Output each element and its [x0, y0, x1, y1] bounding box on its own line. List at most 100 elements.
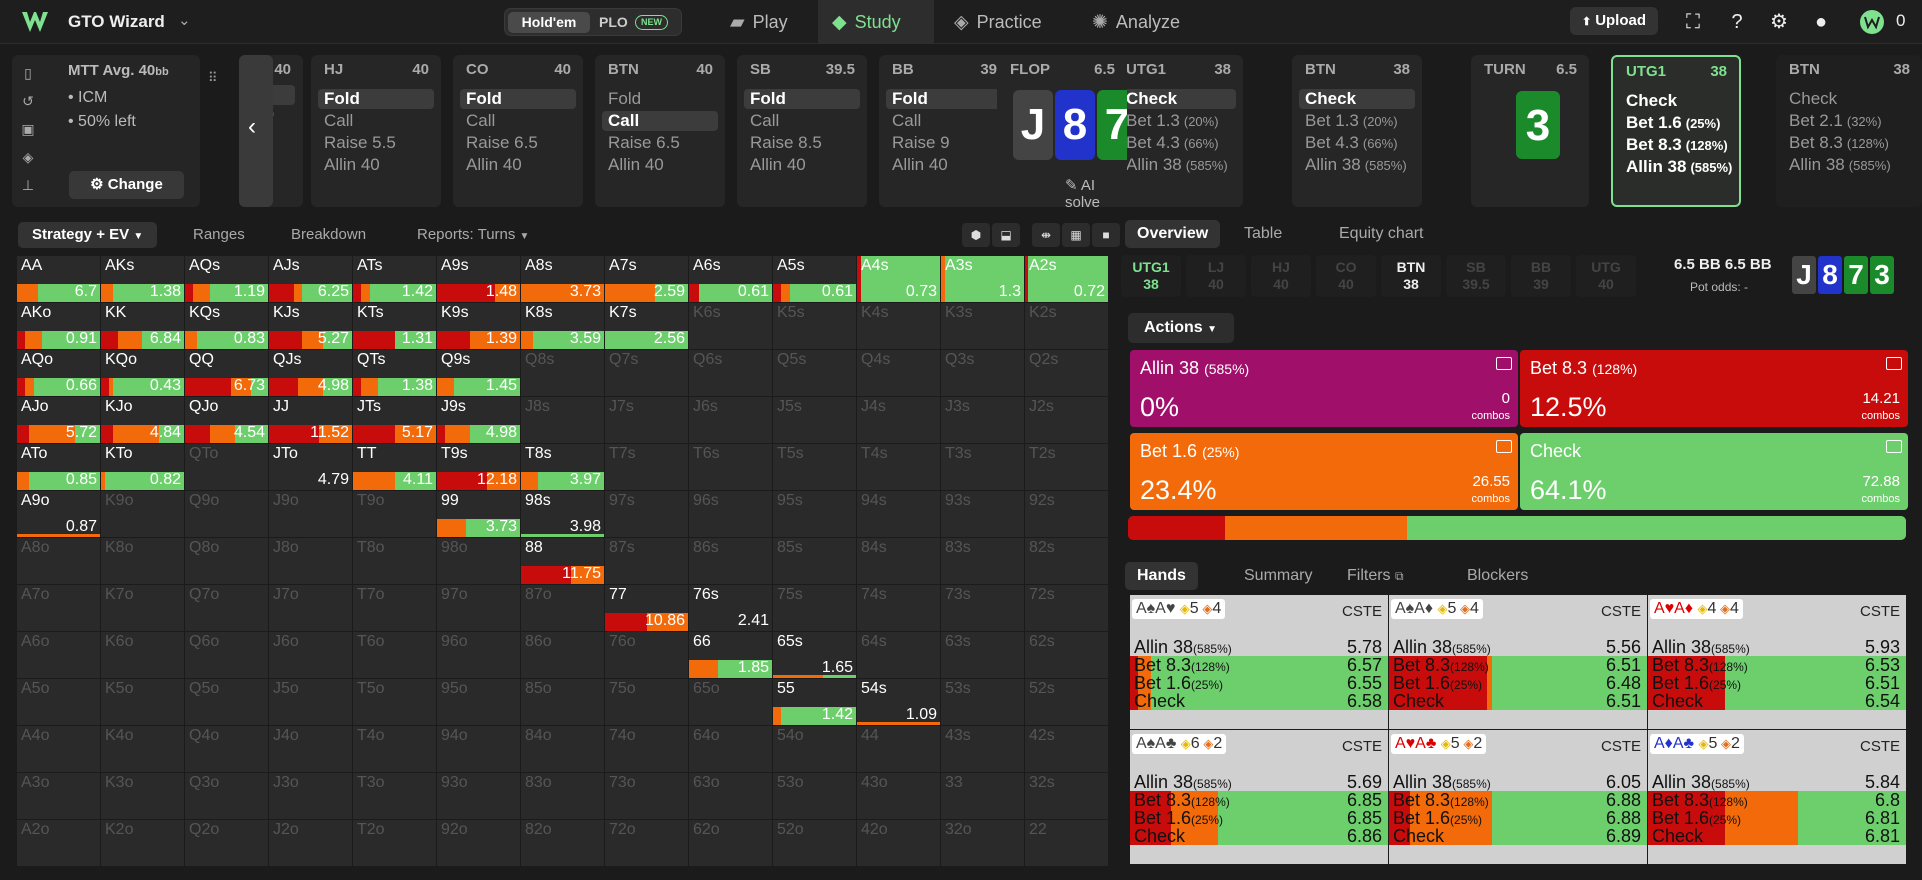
- tab-summary[interactable]: Summary: [1244, 567, 1313, 584]
- hand-cell-a6o[interactable]: A6o: [17, 632, 100, 678]
- hand-cell-73o[interactable]: 73o: [605, 773, 688, 819]
- hand-cell-t6s[interactable]: T6s: [689, 444, 772, 490]
- hand-combo-cell[interactable]: A♠A♥ ◈5 ◈4 CSTE Allin 38(585%) 5.78 Bet 8.3(…: [1130, 595, 1388, 729]
- hand-cell-65s[interactable]: 65s 1.65: [773, 632, 856, 678]
- action-line[interactable]: Fold: [460, 89, 576, 109]
- hand-cell-33[interactable]: 33: [941, 773, 1024, 819]
- hand-cell-85s[interactable]: 85s: [773, 538, 856, 584]
- hand-combo-cell[interactable]: A♠A♣ ◈6 ◈2 CSTE Allin 38(585%) 5.69 Bet 8.3(…: [1130, 730, 1388, 864]
- hand-cell-q9o[interactable]: Q9o: [185, 491, 268, 537]
- hand-cell-k9o[interactable]: K9o: [101, 491, 184, 537]
- hand-cell-a7s[interactable]: A7s 2.59: [605, 256, 688, 302]
- compact-view-icon[interactable]: ⇼: [1032, 223, 1060, 247]
- hand-cell-qto[interactable]: QTo: [185, 444, 268, 490]
- action-line[interactable]: Raise 5.5: [318, 133, 434, 153]
- hand-cell-kjs[interactable]: KJs 5.27: [269, 303, 352, 349]
- action-line[interactable]: Call: [318, 111, 434, 131]
- hand-cell-t7s[interactable]: T7s: [605, 444, 688, 490]
- hand-cell-q5o[interactable]: Q5o: [185, 679, 268, 725]
- hand-cell-52s[interactable]: 52s: [1025, 679, 1108, 725]
- copy-icon[interactable]: [1886, 440, 1902, 453]
- action-line[interactable]: Call: [886, 111, 1002, 131]
- scroll-back-button[interactable]: ‹: [239, 55, 273, 207]
- hand-cell-t5s[interactable]: T5s: [773, 444, 856, 490]
- hand-cell-k3o[interactable]: K3o: [101, 773, 184, 819]
- actions-dropdown[interactable]: Actions ▼: [1128, 313, 1234, 343]
- hand-cell-86o[interactable]: 86o: [521, 632, 604, 678]
- hand-cell-a8s[interactable]: A8s 3.73: [521, 256, 604, 302]
- action-line[interactable]: Check: [1120, 89, 1236, 109]
- action-line[interactable]: Bet 8.3 (128%): [1620, 135, 1736, 155]
- hand-cell-k2s[interactable]: K2s: [1025, 303, 1108, 349]
- action-line[interactable]: Allin 38 (585%): [1620, 157, 1736, 177]
- hand-cell-87o[interactable]: 87o: [521, 585, 604, 631]
- hand-cell-a4o[interactable]: A4o: [17, 726, 100, 772]
- position-chip-utg1[interactable]: UTG1 38: [1121, 255, 1181, 297]
- hand-cell-a4s[interactable]: A4s 0.73: [857, 256, 940, 302]
- nav-analyze[interactable]: ✺ Analyze: [1088, 0, 1214, 44]
- hand-cell-q4o[interactable]: Q4o: [185, 726, 268, 772]
- tab-strategy-ev[interactable]: Strategy + EV ▼: [18, 222, 158, 248]
- hand-cell-74o[interactable]: 74o: [605, 726, 688, 772]
- action-line[interactable]: Bet 4.3 (66%): [1120, 133, 1236, 153]
- help-icon[interactable]: ?: [1731, 11, 1743, 33]
- hand-cell-t4o[interactable]: T4o: [353, 726, 436, 772]
- hand-cell-ajs[interactable]: AJs 6.25: [269, 256, 352, 302]
- action-line[interactable]: Bet 1.6 (25%): [1620, 113, 1736, 133]
- hand-cell-a3s[interactable]: A3s 1.3: [941, 256, 1024, 302]
- hand-cell-ajo[interactable]: AJo 5.72: [17, 397, 100, 443]
- hand-cell-kto[interactable]: KTo 0.82: [101, 444, 184, 490]
- position-card-sb[interactable]: SB 39.5 Fold Call Raise 8.5 Allin 40: [737, 55, 867, 207]
- copy-icon[interactable]: [1496, 357, 1512, 370]
- hand-cell-q7o[interactable]: Q7o: [185, 585, 268, 631]
- hand-combo-cell[interactable]: A♦A♣ ◈5 ◈2 CSTE Allin 38(585%) 5.84 Bet 8.3(…: [1648, 730, 1906, 864]
- action-box-bet-8-3[interactable]: Bet 8.3 (128%) 12.5% 14.21 combos: [1520, 350, 1908, 427]
- hand-cell-93s[interactable]: 93s: [941, 491, 1024, 537]
- hand-cell-76s[interactable]: 76s 2.41: [689, 585, 772, 631]
- hand-cell-t4s[interactable]: T4s: [857, 444, 940, 490]
- hand-cell-83s[interactable]: 83s: [941, 538, 1024, 584]
- hand-cell-qts[interactable]: QTs 1.38: [353, 350, 436, 396]
- action-line[interactable]: Call: [744, 111, 860, 131]
- hand-cell-a5o[interactable]: A5o: [17, 679, 100, 725]
- hand-cell-j7s[interactable]: J7s: [605, 397, 688, 443]
- position-card-btn[interactable]: BTN 38 Check Bet 2.1 (32%) Bet 8.3 (128%) Allin…: [1776, 55, 1922, 207]
- branch-icon[interactable]: ⠿: [208, 70, 218, 85]
- action-line[interactable]: Bet 4.3 (66%): [1299, 133, 1415, 153]
- nav-play[interactable]: ▰ Play: [718, 0, 810, 44]
- hand-cell-qjo[interactable]: QJo 4.54: [185, 397, 268, 443]
- upload-button[interactable]: ⬆ Upload: [1570, 7, 1658, 35]
- hand-cell-k4s[interactable]: K4s: [857, 303, 940, 349]
- hand-cell-98s[interactable]: 98s 3.98: [521, 491, 604, 537]
- hand-cell-j9o[interactable]: J9o: [269, 491, 352, 537]
- hand-cell-t9s[interactable]: T9s 12.18: [437, 444, 520, 490]
- position-card-btn[interactable]: BTN 40 Fold Call Raise 6.5 Allin 40: [595, 55, 725, 207]
- hand-cell-77[interactable]: 77 10.86: [605, 585, 688, 631]
- hand-cell-62o[interactable]: 62o: [689, 820, 772, 866]
- hand-cell-99[interactable]: 99 3.73: [437, 491, 520, 537]
- hand-cell-kts[interactable]: KTs 1.31: [353, 303, 436, 349]
- hand-cell-62s[interactable]: 62s: [1025, 632, 1108, 678]
- hand-cell-t9o[interactable]: T9o: [353, 491, 436, 537]
- flop-card[interactable]: FLOP 6.5 J 8 7 ✎ AI solve: [997, 55, 1127, 207]
- hand-cell-42s[interactable]: 42s: [1025, 726, 1108, 772]
- position-card-utg1[interactable]: UTG1 38 Check Bet 1.6 (25%) Bet 8.3 (128%) Alli…: [1611, 55, 1741, 207]
- hand-cell-84o[interactable]: 84o: [521, 726, 604, 772]
- hand-cell-75s[interactable]: 75s: [773, 585, 856, 631]
- hand-cell-tt[interactable]: TT 4.11: [353, 444, 436, 490]
- hand-cell-k8o[interactable]: K8o: [101, 538, 184, 584]
- hand-cell-66[interactable]: 66 1.85: [689, 632, 772, 678]
- hand-cell-82s[interactable]: 82s: [1025, 538, 1108, 584]
- hand-cell-j6o[interactable]: J6o: [269, 632, 352, 678]
- position-card-btn[interactable]: BTN 38 Check Bet 1.3 (20%) Bet 4.3 (66%) Allin …: [1292, 55, 1422, 207]
- hand-cell-q9s[interactable]: Q9s 1.45: [437, 350, 520, 396]
- plo-toggle[interactable]: PLO: [599, 14, 628, 30]
- hand-cell-t6o[interactable]: T6o: [353, 632, 436, 678]
- action-line[interactable]: Check: [1299, 89, 1415, 109]
- action-line[interactable]: Allin 40: [886, 155, 1002, 175]
- tab-breakdown[interactable]: Breakdown: [291, 226, 367, 243]
- settings-gear-icon[interactable]: ⚙: [1770, 11, 1788, 33]
- hand-cell-93o[interactable]: 93o: [437, 773, 520, 819]
- hand-cell-96s[interactable]: 96s: [689, 491, 772, 537]
- hand-cell-ats[interactable]: ATs 1.42: [353, 256, 436, 302]
